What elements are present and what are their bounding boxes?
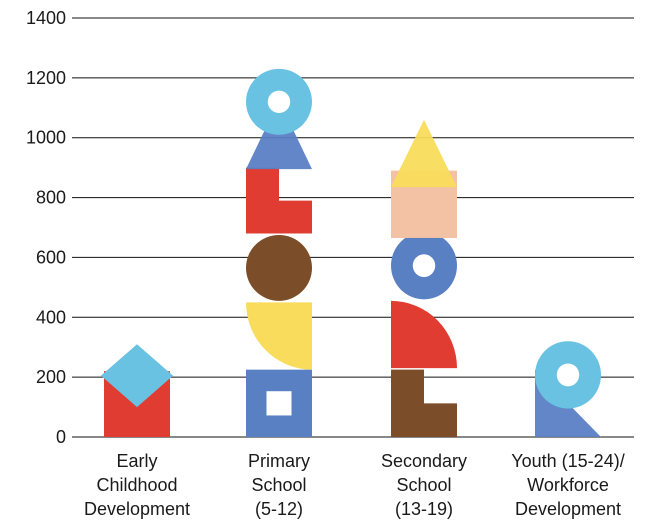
triangle-block: [246, 100, 312, 170]
y-tick-label: 600: [36, 247, 66, 267]
y-tick-label: 1000: [26, 128, 66, 148]
y-axis-ticks: 0 200 400 600 800 1000 1200 1400: [26, 8, 66, 447]
category-label: Development: [515, 499, 621, 519]
category-label: Workforce: [527, 475, 609, 495]
category-label: Childhood: [96, 475, 177, 495]
y-tick-label: 200: [36, 367, 66, 387]
x-axis-labels: Early Childhood Development Primary School (5…: [84, 451, 625, 519]
bars: [101, 68, 601, 437]
ring-hole: [412, 254, 436, 278]
diamond-block: [101, 344, 173, 408]
quarter-circle-block: [391, 300, 457, 369]
bar-3: [535, 341, 601, 437]
bar-1: [246, 68, 312, 437]
y-tick-label: 0: [56, 427, 66, 447]
category-label: School: [396, 475, 451, 495]
category-label: School: [251, 475, 306, 495]
category-label: Development: [84, 499, 190, 519]
category-label: Secondary: [381, 451, 467, 471]
bar-0: [101, 344, 173, 437]
quarter-circle-block: [246, 302, 312, 370]
triangle-block: [391, 119, 457, 188]
ring-hole: [556, 363, 580, 387]
ring-hole: [267, 90, 291, 113]
category-label: Youth (15-24)/: [511, 451, 624, 471]
l-shape-block: [391, 369, 457, 437]
y-tick-label: 400: [36, 307, 66, 327]
category-label: (13-19): [395, 499, 453, 519]
category-label: Early: [116, 451, 157, 471]
square-hole-inner: [266, 391, 292, 416]
category-label: (5-12): [255, 499, 303, 519]
y-tick-label: 1400: [26, 8, 66, 28]
y-tick-label: 800: [36, 188, 66, 208]
y-tick-label: 1200: [26, 68, 66, 88]
circle-block: [246, 234, 312, 301]
l-shape-block: [246, 167, 312, 234]
bar-2: [391, 119, 457, 437]
category-label: Primary: [248, 451, 310, 471]
